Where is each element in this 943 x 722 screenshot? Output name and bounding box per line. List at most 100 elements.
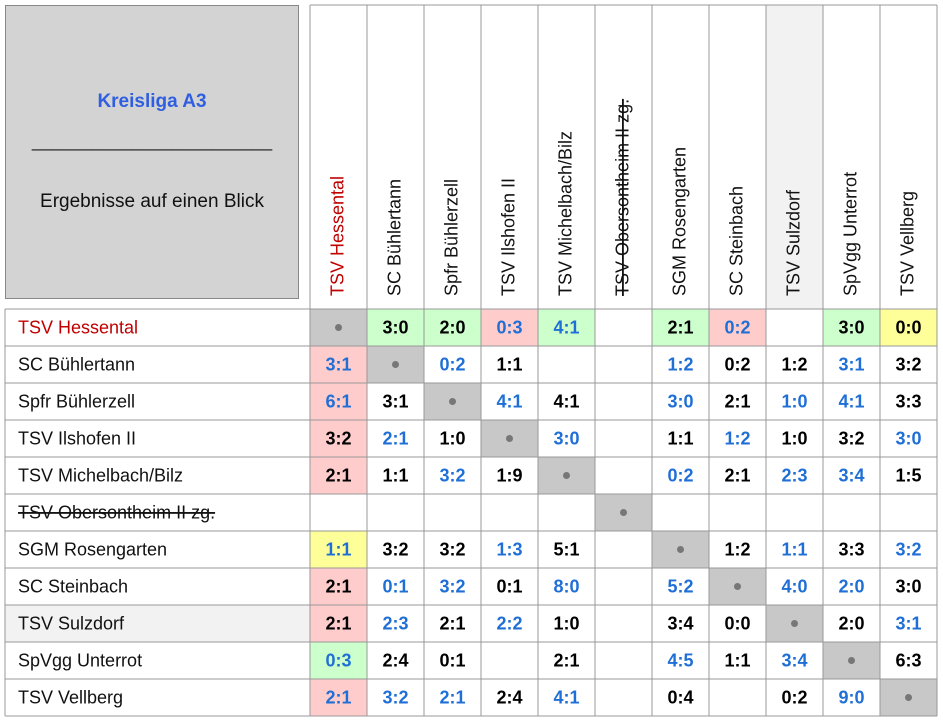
- score: 3:2: [382, 687, 408, 707]
- score: 3:4: [667, 613, 693, 633]
- score: 2:1: [439, 613, 465, 633]
- score: 1:0: [781, 428, 807, 448]
- score: 3:3: [895, 391, 921, 411]
- league-title: Kreisliga A3: [97, 91, 206, 112]
- score: 0:2: [667, 465, 693, 485]
- score: 0:0: [724, 613, 750, 633]
- score: 6:3: [895, 650, 921, 670]
- score: 4:0: [781, 576, 807, 596]
- row-label: TSV Vellberg: [18, 687, 123, 707]
- score: 1:0: [553, 613, 579, 633]
- diagonal-dot: [677, 546, 684, 553]
- row-label: SC Bühlertann: [18, 354, 135, 374]
- score: 2:1: [325, 613, 351, 633]
- column-header: SpVgg Unterrot: [840, 172, 860, 296]
- cell-bg: [424, 309, 481, 346]
- score: 0:1: [496, 576, 522, 596]
- score: 3:4: [838, 465, 864, 485]
- score: 0:3: [496, 317, 522, 337]
- column-header: TSV Obersontheim II zg.: [612, 99, 632, 296]
- score: 0:2: [724, 317, 750, 337]
- row-label: TSV Sulzdorf: [18, 613, 125, 633]
- score: 0:4: [667, 687, 693, 707]
- score: 4:1: [553, 391, 579, 411]
- score: 1:1: [724, 650, 750, 670]
- score: 1:2: [724, 539, 750, 559]
- cell-bg: [310, 531, 367, 568]
- score: 2:1: [325, 576, 351, 596]
- score: 4:1: [553, 687, 579, 707]
- column-header: TSV Ilshofen II: [498, 178, 518, 296]
- subtitle: Ergebnisse auf einen Blick: [40, 191, 264, 212]
- score: 0:2: [724, 354, 750, 374]
- score: 3:1: [895, 613, 921, 633]
- score: 1:1: [496, 354, 522, 374]
- score: 3:1: [838, 354, 864, 374]
- row-label: SGM Rosengarten: [18, 539, 167, 559]
- cell-bg: [310, 457, 367, 494]
- score: 2:1: [724, 465, 750, 485]
- cell-bg: [823, 309, 880, 346]
- cell-bg: [310, 568, 367, 605]
- diagonal-dot: [905, 694, 912, 701]
- score: 1:2: [724, 428, 750, 448]
- score: 0:1: [439, 650, 465, 670]
- diagonal-dot: [449, 398, 456, 405]
- score: 3:2: [895, 539, 921, 559]
- cell-bg: [709, 309, 766, 346]
- score: 2:3: [781, 465, 807, 485]
- row-label: SpVgg Unterrot: [18, 650, 142, 670]
- column-header: SC Steinbach: [726, 186, 746, 296]
- row-label-bg: [5, 605, 310, 642]
- score: 3:2: [439, 576, 465, 596]
- score: 2:1: [325, 687, 351, 707]
- score: 3:0: [895, 428, 921, 448]
- cell-bg: [880, 309, 937, 346]
- diagonal-dot: [791, 620, 798, 627]
- cell-bg: [538, 309, 595, 346]
- score: 3:2: [325, 428, 351, 448]
- score: 1:2: [667, 354, 693, 374]
- score: 0:2: [781, 687, 807, 707]
- score: 3:0: [553, 428, 579, 448]
- row-label: TSV Hessental: [18, 317, 138, 337]
- score: 3:0: [895, 576, 921, 596]
- score: 3:1: [382, 391, 408, 411]
- diagonal-dot: [848, 657, 855, 664]
- score: 9:0: [838, 687, 864, 707]
- score: 8:0: [553, 576, 579, 596]
- score: 1:2: [781, 354, 807, 374]
- score: 1:3: [496, 539, 522, 559]
- column-header: Spfr Bühlerzell: [441, 179, 461, 296]
- score: 2:1: [724, 391, 750, 411]
- score: 1:1: [667, 428, 693, 448]
- score: 2:0: [838, 576, 864, 596]
- row-label: SC Steinbach: [18, 576, 128, 596]
- score: 2:4: [382, 650, 408, 670]
- score: 2:1: [439, 687, 465, 707]
- cell-bg: [310, 679, 367, 716]
- score: 5:2: [667, 576, 693, 596]
- row-label: Spfr Bühlerzell: [18, 391, 135, 411]
- cell-bg: [310, 420, 367, 457]
- score: 2:2: [496, 613, 522, 633]
- cell-bg: [310, 346, 367, 383]
- column-header: SGM Rosengarten: [669, 147, 689, 296]
- score: 4:5: [667, 650, 693, 670]
- score: 0:1: [382, 576, 408, 596]
- column-header: TSV Michelbach/Bilz: [555, 131, 575, 296]
- cell-bg: [310, 605, 367, 642]
- score: 2:0: [439, 317, 465, 337]
- score: 1:0: [781, 391, 807, 411]
- score: 2:1: [667, 317, 693, 337]
- score: 1:1: [781, 539, 807, 559]
- score: 3:2: [895, 354, 921, 374]
- score: 2:3: [382, 613, 408, 633]
- cell-bg: [652, 309, 709, 346]
- diagonal-dot: [392, 361, 399, 368]
- column-header: SC Bühlertann: [384, 179, 404, 296]
- score: 3:2: [838, 428, 864, 448]
- divider: ________________________: [31, 131, 273, 152]
- diagonal-dot: [506, 435, 513, 442]
